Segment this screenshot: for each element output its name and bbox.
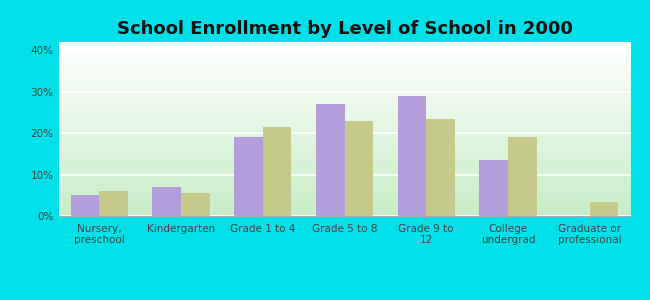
Bar (153, 187, 181, 216)
Title: School Enrollment by Level of School in 2000: School Enrollment by Level of School in … (116, 20, 573, 38)
Bar (263, 127, 291, 216)
Bar (99, 191, 128, 216)
Bar (234, 137, 263, 216)
Bar (426, 118, 455, 216)
Bar (181, 193, 210, 216)
Bar (316, 104, 344, 216)
Bar (479, 160, 508, 216)
Bar (71, 195, 99, 216)
Bar (590, 202, 618, 216)
Bar (398, 96, 426, 216)
Bar (508, 137, 536, 216)
Bar (344, 121, 373, 216)
